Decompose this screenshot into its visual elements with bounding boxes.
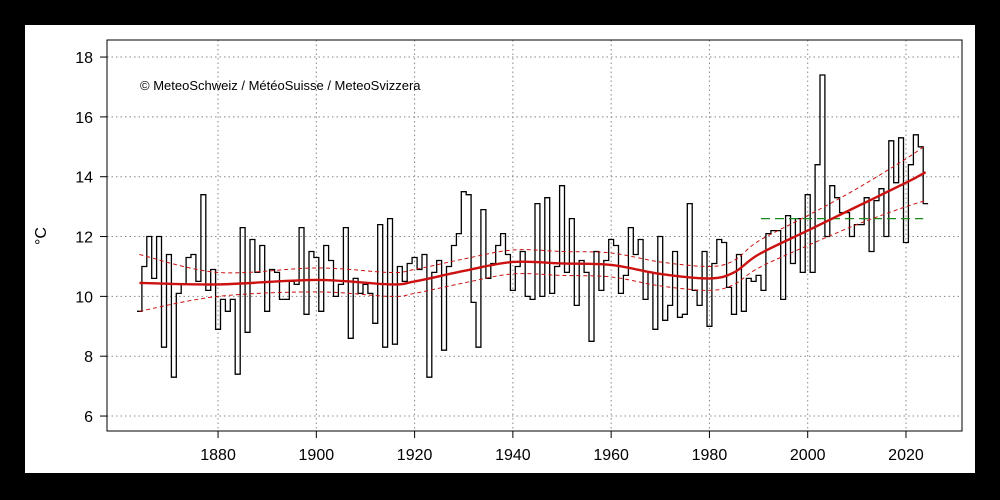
x-tick-label: 1940 bbox=[495, 447, 531, 464]
x-tick-label: 1900 bbox=[299, 447, 335, 464]
y-tick-label: 16 bbox=[75, 110, 93, 127]
x-tick-label: 1980 bbox=[692, 447, 728, 464]
chart-panel bbox=[25, 25, 975, 473]
y-axis-label: °C bbox=[33, 227, 50, 245]
x-tick-label: 1920 bbox=[397, 447, 433, 464]
trend-upper-bound bbox=[139, 144, 926, 274]
y-tick-label: 6 bbox=[84, 409, 93, 426]
y-tick-label: 10 bbox=[75, 289, 93, 306]
y-tick-label: 12 bbox=[75, 230, 93, 247]
x-tick-label: 2020 bbox=[888, 447, 924, 464]
x-tick-label: 1880 bbox=[200, 447, 236, 464]
trend-line bbox=[139, 171, 927, 286]
y-tick-label: 8 bbox=[84, 349, 93, 366]
y-tick-label: 14 bbox=[75, 170, 93, 187]
x-tick-label: 1960 bbox=[593, 447, 629, 464]
trend-lower-bound bbox=[139, 200, 926, 312]
x-tick-label: 2000 bbox=[790, 447, 826, 464]
annual-temperature-steps bbox=[137, 74, 929, 378]
y-tick-label: 18 bbox=[75, 50, 93, 67]
copyright-annotation: © MeteoSchweiz / MétéoSuisse / MeteoSviz… bbox=[140, 78, 421, 93]
plot-frame bbox=[106, 39, 963, 432]
